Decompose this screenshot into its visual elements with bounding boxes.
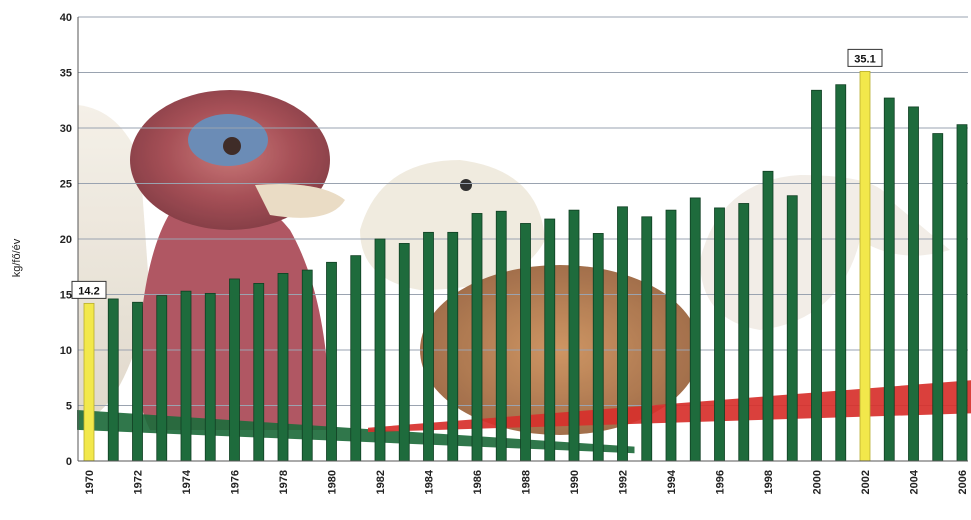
- bar-1996: [714, 207, 725, 462]
- bar-2004: [908, 106, 919, 462]
- y-tick-label: 0: [66, 456, 72, 468]
- bar-1989: [544, 218, 556, 462]
- y-tick-label: 15: [60, 290, 72, 302]
- data-label: 35.1: [854, 53, 875, 65]
- x-tick-label: 1988: [521, 470, 533, 494]
- bar-1982: [374, 238, 386, 462]
- bar-2005: [932, 133, 944, 462]
- data-labels: 14.2 35.1: [71, 48, 883, 299]
- bar-1981: [350, 255, 362, 462]
- x-tick-label: 2002: [860, 470, 872, 494]
- x-tick-label: 1984: [424, 469, 436, 494]
- x-tick-label: 1970: [84, 470, 96, 494]
- bar-1986: [471, 213, 483, 462]
- x-tick-label: 1990: [569, 470, 581, 494]
- data-label-box: [71, 280, 107, 299]
- x-tick-label: 2004: [909, 469, 921, 494]
- y-tick-label: 10: [60, 345, 72, 357]
- x-tick-label: 1980: [327, 470, 339, 494]
- duck-eye: [460, 179, 472, 191]
- bar-1973: [156, 295, 168, 462]
- x-tick-label: 1996: [715, 470, 727, 494]
- turkey-eye: [223, 137, 241, 155]
- bar-1992: [617, 206, 628, 462]
- x-tick-label: 1986: [472, 470, 484, 494]
- bar-2000: [811, 89, 822, 462]
- bar-1978: [277, 273, 289, 462]
- bar-1987: [495, 210, 507, 462]
- x-tick-label: 1982: [375, 470, 387, 494]
- bar-1983: [398, 243, 410, 462]
- x-tick-label: 2006: [957, 470, 969, 494]
- y-tick-label: 20: [60, 234, 72, 246]
- bar-1984: [423, 231, 434, 462]
- bar-1976: [229, 278, 240, 462]
- bars: [83, 70, 968, 462]
- y-tick-label: 25: [60, 179, 72, 191]
- bar-2003: [883, 97, 895, 462]
- x-tick-label: 2000: [812, 470, 824, 494]
- bar-1993: [641, 216, 653, 462]
- y-tick-label: 40: [60, 12, 72, 24]
- y-tick-label: 35: [60, 68, 72, 80]
- bar-1980: [326, 261, 337, 462]
- data-label-box: [847, 48, 883, 67]
- bar-1990: [568, 209, 580, 462]
- bar-1974: [180, 290, 192, 462]
- x-tick-label: 1998: [763, 470, 775, 494]
- x-tick-label: 1974: [181, 469, 193, 494]
- bar-1999: [786, 195, 798, 462]
- bar-1997: [738, 203, 750, 462]
- x-tick-label: 1994: [666, 469, 678, 494]
- bar-1988: [520, 223, 531, 462]
- bar-1995: [689, 197, 701, 462]
- bar-1998: [762, 170, 774, 462]
- turkey-beak: [255, 184, 345, 218]
- x-tick-label: 1972: [133, 470, 145, 494]
- x-tick-label: 1976: [230, 470, 242, 494]
- y-tick-label: 5: [66, 401, 72, 413]
- bar-1991: [592, 233, 604, 462]
- bar-1994: [665, 209, 677, 462]
- bar-2001: [835, 84, 847, 462]
- highlight-bar-2002: [859, 70, 871, 462]
- y-axis-label: kg/fő/év: [11, 238, 23, 277]
- x-axis: 1970 1972 1974 1976 1978 1980 1982 1984 1986 1988…: [78, 460, 969, 494]
- x-tick-label: 1978: [278, 470, 290, 494]
- x-tick-label: 1992: [618, 470, 630, 494]
- y-axis: 0 5 10 15 20 25 30 35 40: [60, 12, 79, 468]
- bar-1977: [253, 282, 265, 462]
- y-tick-label: 30: [60, 123, 72, 135]
- bar-1975: [204, 292, 216, 462]
- data-label: 14.2: [78, 285, 99, 297]
- bar-1971: [107, 298, 119, 462]
- bar-1985: [447, 231, 459, 462]
- highlight-bar-1970: [83, 302, 95, 462]
- bar-1979: [301, 269, 313, 462]
- bar-1972: [132, 301, 143, 462]
- bar-2006: [956, 124, 968, 462]
